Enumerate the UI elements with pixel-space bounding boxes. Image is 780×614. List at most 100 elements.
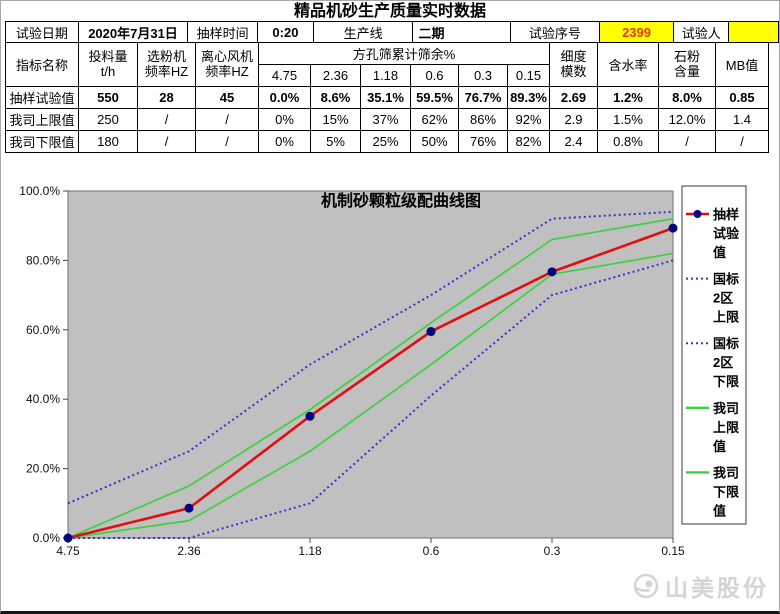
cell: 76.7% [458,86,508,109]
page-title: 精品机砂生产质量实时数据 [293,3,486,20]
legend-label: 值 [713,503,726,518]
cell: / [137,108,196,131]
test-serial-value[interactable]: 2399 [598,21,675,43]
legend-label: 我司 [713,465,739,480]
cell: 0% [258,108,311,131]
row-label-lower: 我司下限值 [5,130,79,153]
y-axis-labels: 0.0% 20.0% 40.0% 60.0% 80.0% 100.0% [19,184,68,545]
x-axis-tick-label: 0.15 [661,544,685,558]
cell: 2.4 [549,130,598,153]
y-axis-tick-label: 80.0% [26,253,60,267]
row-label-upper: 我司上限值 [5,108,79,131]
header-row-top: 指标名称 投料量 t/h 选粉机 频率HZ 离心风机 频率HZ 方孔筛累计筛余%… [5,42,769,87]
x-axis-labels: 4.75 2.36 1.18 0.6 0.3 0.15 [56,538,685,558]
test-serial-label: 试验序号 [510,21,600,43]
header-sieve-group: 方孔筛累计筛余% [258,42,550,65]
y-axis-tick-label: 40.0% [26,392,60,406]
cell: 2.9 [549,108,598,131]
cell: 15% [310,108,361,131]
sampling-time-value: 0:20 [257,21,314,43]
legend-label: 国标 [713,336,739,351]
cell: 5% [310,130,361,153]
header-mb-value: MB值 [715,42,769,87]
data-point-marker [426,327,436,337]
legend-label: 我司 [713,401,739,416]
data-point-marker [547,267,557,277]
y-axis-tick-label: 0.0% [33,531,61,545]
legend-label: 上限 [713,310,740,325]
cell: 180 [78,130,138,153]
test-date-label: 试验日期 [5,21,79,43]
series-line-3 [67,217,674,539]
cell: 35.1% [360,86,411,109]
header-sieve-4.75: 4.75 [258,64,311,87]
cell: 62% [410,108,459,131]
cell: 0.0% [258,86,311,109]
cell: 1.2% [597,86,659,109]
chart-title: 机制砂颗粒级配曲线图 [321,191,481,210]
row-company-lower-limit: 我司下限值 180 / / 0% 5% 25% 50% 76% 82% 2.4 … [5,130,769,153]
cell: 2.69 [549,86,598,109]
cell: 37% [360,108,411,131]
header-indicator: 指标名称 [5,42,79,87]
series-line-1 [67,210,674,505]
legend-label: 下限 [713,374,740,389]
cell: / [658,130,716,153]
watermark-logo: 山美股份 [632,569,769,603]
header-sieve-0.15: 0.15 [507,64,550,87]
series-line-0 [67,226,674,540]
legend-marker [693,210,702,218]
data-point-marker [668,223,678,233]
header-stone-powder: 石粉 含量 [658,42,716,87]
x-axis-tick-label: 1.18 [298,544,322,558]
sampling-time-label: 抽样时间 [187,21,259,43]
row-company-upper-limit: 我司上限值 250 / / 0% 15% 37% 62% 86% 92% 2.9… [5,108,769,131]
cell: 8.0% [658,86,716,109]
x-axis-tick-label: 4.75 [56,544,80,558]
row-label-sample: 抽样试验值 [5,86,79,109]
cell: 92% [507,108,550,131]
y-axis-tick-label: 60.0% [26,323,60,337]
x-axis-tick-label: 0.3 [544,544,561,558]
tester-value-input[interactable] [728,21,779,43]
cell: / [195,108,259,131]
y-axis-tick-label: 20.0% [26,462,60,476]
cell: 50% [410,130,459,153]
cell: 45 [195,86,259,109]
series-layer [63,210,678,543]
legend-label: 抽样 [713,207,739,222]
header-sieve-0.6: 0.6 [410,64,459,87]
company-logo-icon [633,573,659,599]
data-point-marker [305,411,315,421]
watermark-text: 山美股份 [665,575,769,601]
legend-frame [681,185,747,525]
cell: 1.4 [715,108,769,131]
header-sieve-1.18: 1.18 [360,64,411,87]
plot-area [67,190,674,539]
legend-label: 2区 [713,291,733,306]
legend-label: 值 [713,439,726,454]
cell: 550 [78,86,138,109]
main-data-table: 指标名称 投料量 t/h 选粉机 频率HZ 离心风机 频率HZ 方孔筛累计筛余%… [5,42,769,153]
cell: 0% [258,130,311,153]
cell: 76% [458,130,508,153]
cell: 12.0% [658,108,716,131]
header-classifier-freq: 选粉机 频率HZ [137,42,196,87]
cell: 25% [360,130,411,153]
cell: 59.5% [410,86,459,109]
cell: 82% [507,130,550,153]
x-axis-tick-label: 0.6 [423,544,440,558]
info-row: 试验日期 2020年7月31日 抽样时间 0:20 生产线 二期 试验序号 23… [5,21,779,43]
cell: 1.5% [597,108,659,131]
cell: 28 [137,86,196,109]
header-row-sieves: 4.75 2.36 1.18 0.6 0.3 0.15 [6,64,769,87]
test-date-value: 2020年7月31日 [77,21,189,43]
y-axis-tick-label: 100.0% [19,184,60,198]
series-line-4 [67,252,674,539]
legend-label: 下限 [713,484,740,499]
header-sieve-0.3: 0.3 [458,64,508,87]
header-moisture: 含水率 [597,42,659,87]
tester-label: 试验人 [673,21,730,43]
